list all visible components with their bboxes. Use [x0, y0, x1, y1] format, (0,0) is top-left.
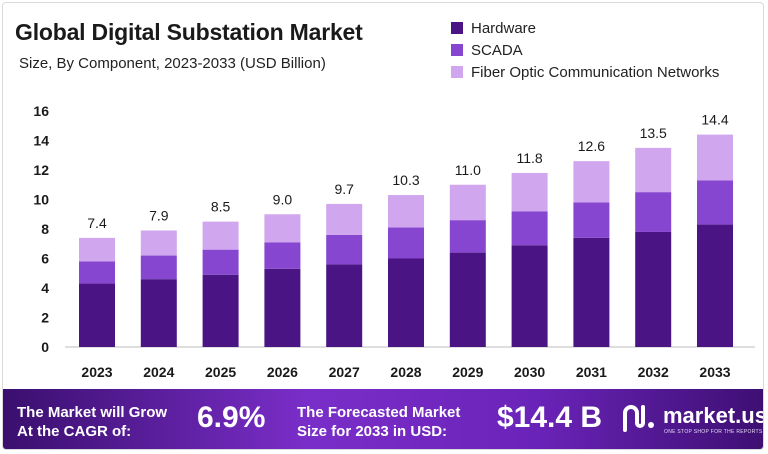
legend-label-scada: SCADA	[471, 41, 523, 59]
x-tick-label-2026: 2026	[267, 364, 298, 380]
legend-swatch-hardware	[451, 22, 463, 34]
cagr-value: 6.9%	[197, 401, 266, 434]
bar-segment-fiber-optic-communication-networks-2031	[573, 161, 610, 203]
y-tick-label: 2	[41, 310, 49, 326]
bar-segment-fiber-optic-communication-networks-2023	[79, 237, 115, 262]
total-label-2027: 9.7	[334, 181, 354, 197]
legend-label-hardware: Hardware	[471, 19, 537, 37]
cagr-label-line1: The Market will Grow	[17, 404, 168, 421]
bar-segment-hardware-2031	[573, 237, 610, 347]
bar-segment-hardware-2026	[264, 268, 301, 347]
total-label-2028: 10.3	[392, 172, 419, 188]
y-tick-label: 8	[41, 221, 49, 237]
bar-segment-hardware-2030	[511, 245, 548, 347]
x-tick-label-2032: 2032	[638, 364, 669, 380]
bar-segment-scada-2032	[635, 192, 672, 232]
bar-segment-scada-2030	[511, 211, 548, 246]
market-us-logo-icon	[623, 405, 654, 432]
total-label-2033: 14.4	[701, 112, 728, 128]
x-tick-label-2033: 2033	[699, 364, 730, 380]
bar-segment-hardware-2032	[635, 231, 672, 347]
total-label-2025: 8.5	[211, 199, 231, 215]
bar-segment-scada-2023	[79, 261, 115, 284]
forecast-label-line1: The Forecasted Market	[297, 404, 461, 421]
bar-segment-hardware-2025	[202, 274, 239, 347]
x-tick-label-2027: 2027	[329, 364, 360, 380]
chart-title: Global Digital Substation Market	[15, 19, 363, 45]
y-tick-label: 16	[33, 103, 49, 119]
bar-segment-hardware-2029	[449, 252, 486, 347]
x-tick-label-2031: 2031	[576, 364, 607, 380]
x-tick-label-2024: 2024	[143, 364, 174, 380]
bar-segment-fiber-optic-communication-networks-2028	[388, 195, 424, 228]
bar-segment-fiber-optic-communication-networks-2032	[635, 147, 672, 193]
bar-chart: 0 2 4 6 8 10 12 14 16 7.4 2023 7.9 2024 8.5 2025 9.0 202…	[33, 103, 755, 380]
forecast-label-line2: Size for 2033 in USD:	[297, 423, 448, 440]
total-label-2024: 7.9	[149, 207, 169, 223]
bar-segment-hardware-2027	[326, 264, 363, 347]
x-tick-label-2023: 2023	[81, 364, 112, 380]
y-tick-label: 6	[41, 251, 49, 267]
brand-tagline: ONE STOP SHOP FOR THE REPORTS	[664, 429, 763, 435]
bar-segment-fiber-optic-communication-networks-2030	[511, 172, 548, 212]
y-tick-label: 12	[33, 162, 49, 178]
forecast-label: The Forecasted Market Size for 2033 in U…	[297, 403, 460, 441]
bar-segment-hardware-2028	[388, 258, 424, 347]
bar-segment-fiber-optic-communication-networks-2029	[449, 184, 486, 221]
cagr-label: The Market will Grow At the CAGR of:	[17, 403, 167, 441]
bar-segment-scada-2028	[388, 227, 424, 259]
bar-segment-scada-2026	[264, 242, 301, 269]
forecast-value: $14.4 B	[497, 401, 603, 434]
x-tick-label-2029: 2029	[452, 364, 483, 380]
legend-item-fiber-optic: Fiber Optic Communication Networks	[451, 61, 719, 83]
bar-segment-fiber-optic-communication-networks-2024	[140, 230, 177, 256]
total-label-2029: 11.0	[455, 162, 481, 178]
total-label-2026: 9.0	[273, 191, 293, 207]
bar-segment-scada-2029	[449, 220, 486, 253]
y-tick-label: 10	[33, 192, 49, 208]
bar-segment-fiber-optic-communication-networks-2033	[697, 134, 733, 181]
total-label-2030: 11.8	[516, 150, 542, 166]
cagr-label-line2: At the CAGR of:	[17, 423, 132, 440]
total-label-2031: 12.6	[578, 138, 605, 154]
legend-swatch-scada	[451, 44, 463, 56]
y-tick-label: 14	[33, 133, 49, 149]
bar-segment-scada-2024	[140, 255, 177, 280]
y-tick-label: 4	[41, 280, 49, 296]
bar-segment-fiber-optic-communication-networks-2027	[326, 203, 363, 235]
bar-segment-hardware-2033	[697, 224, 733, 347]
bar-segment-scada-2025	[202, 249, 239, 275]
legend-item-hardware: Hardware	[451, 17, 719, 39]
chart-subtitle: Size, By Component, 2023-2033 (USD Billi…	[19, 55, 326, 72]
bar-segment-scada-2033	[697, 180, 733, 225]
legend-label-fiber-optic: Fiber Optic Communication Networks	[471, 63, 720, 81]
x-tick-label-2025: 2025	[205, 364, 236, 380]
bar-segment-scada-2027	[326, 234, 363, 265]
bar-segment-scada-2031	[573, 202, 610, 238]
total-label-2032: 13.5	[640, 125, 667, 141]
x-tick-label-2030: 2030	[514, 364, 545, 380]
x-tick-label-2028: 2028	[390, 364, 421, 380]
legend-item-scada: SCADA	[451, 39, 719, 61]
bar-segment-hardware-2024	[140, 279, 177, 347]
bar-segment-hardware-2023	[79, 283, 115, 347]
total-label-2023: 7.4	[87, 215, 107, 231]
legend: Hardware SCADA Fiber Optic Communication…	[451, 17, 719, 83]
chart-frame: Global Digital Substation Market Size, B…	[2, 2, 764, 450]
bar-segment-fiber-optic-communication-networks-2026	[264, 214, 301, 243]
y-tick-label: 0	[41, 339, 49, 355]
legend-swatch-fiber-optic	[451, 66, 463, 78]
summary-banner: The Market will Grow At the CAGR of: 6.9…	[3, 389, 764, 449]
bar-segment-fiber-optic-communication-networks-2025	[202, 221, 239, 250]
brand-name: market.us	[663, 403, 764, 428]
